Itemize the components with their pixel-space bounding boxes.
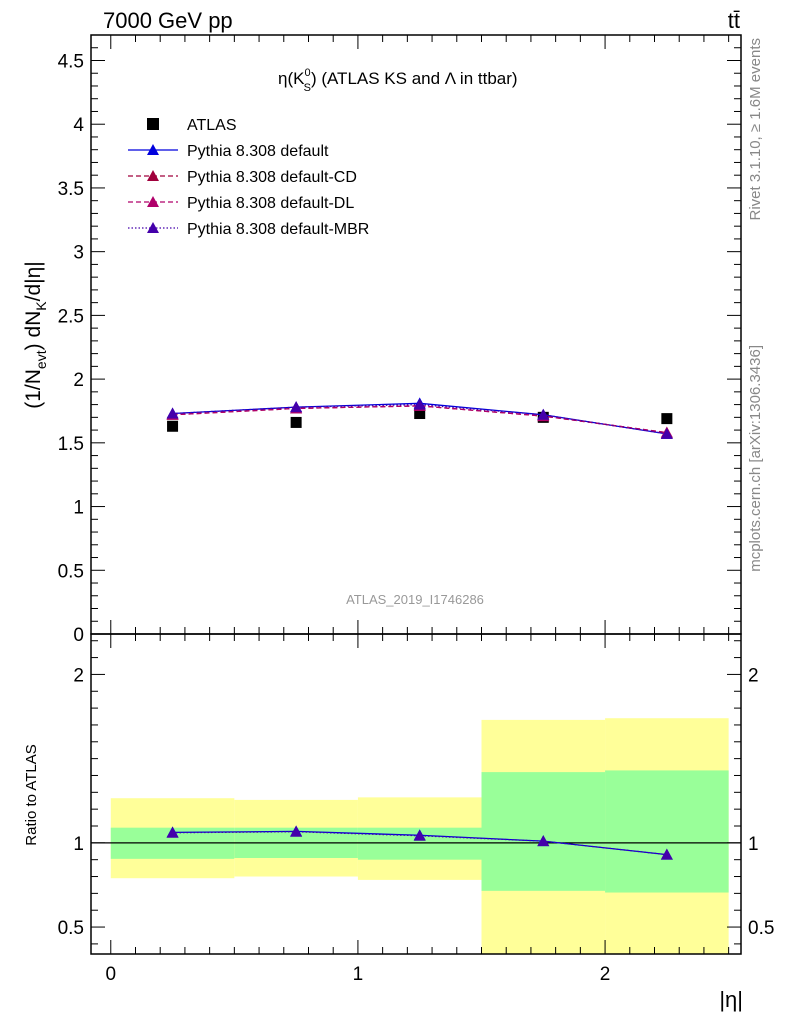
stat-uncertainty-band: [605, 770, 729, 893]
x-tick-label: 0: [105, 964, 116, 985]
process-label: tt̄: [728, 8, 740, 33]
ratio-y-tick-label: 2: [73, 665, 84, 686]
ratio-point-marker: [290, 825, 303, 837]
mc-point-marker: [413, 398, 426, 410]
mcplots-label: mcplots.cern.ch [arXiv:1306.3436]: [747, 345, 764, 572]
ratio-frame: [90, 633, 742, 955]
legend-marker-triangle: [147, 144, 159, 155]
axes: 0 0.5 1 1.5 2 2.5 3 3.5 4 4.5 0.5 0.5 1 1 2 2 0 1 2: [58, 34, 774, 985]
legend-marker-triangle: [147, 222, 159, 233]
x-axis-label: |η|: [719, 987, 743, 1012]
title-sub: S: [304, 82, 311, 94]
legend: ATLAS Pythia 8.308 default Pythia 8.308 de…: [128, 117, 369, 238]
mc-point-marker: [537, 408, 550, 420]
legend-marker-square: [147, 118, 159, 130]
y-tick-label: 0: [73, 625, 84, 646]
mc-point-marker: [166, 407, 179, 419]
y-tick-label: 3.5: [58, 179, 84, 200]
y-tick-label: 3: [73, 243, 84, 264]
legend-label: Pythia 8.308 default-DL: [187, 195, 354, 212]
legend-label: ATLAS: [187, 117, 237, 134]
ratio-y-tick-label: 1: [73, 834, 84, 855]
y-tick-label: 4: [73, 115, 84, 136]
y-tick-label: 1: [73, 498, 84, 519]
ratio-y-tick-label-right: 1: [748, 834, 759, 855]
rivet-label: Rivet 3.1.10, ≥ 1.6M events: [747, 38, 764, 221]
y-tick-label: 2: [73, 370, 84, 391]
x-tick-label: 2: [600, 964, 611, 985]
data-point-marker: [414, 408, 426, 420]
mc-point-marker: [660, 427, 673, 439]
title-eta: η(K: [278, 69, 305, 88]
mc-series-line: [172, 403, 667, 435]
data-point-marker: [661, 413, 673, 425]
x-tick-label: 1: [353, 964, 364, 985]
y-tick-label: 0.5: [58, 561, 84, 582]
legend-marker-triangle: [147, 170, 159, 181]
ratio-y-tick-label-right: 2: [748, 665, 759, 686]
analysis-label: ATLAS_2019_I1746286: [346, 592, 484, 607]
energy-label: 7000 GeV pp: [103, 8, 233, 33]
ratio-point-marker: [537, 835, 550, 847]
y-tick-label: 2.5: [58, 306, 84, 327]
legend-label: Pythia 8.308 default: [187, 143, 329, 160]
main-ylabel: (1/Nevt) dNK/d|η|: [22, 261, 49, 409]
legend-marker-triangle: [147, 196, 159, 207]
y-tick-label: 4.5: [58, 51, 84, 72]
data-point-marker: [167, 420, 179, 432]
ratio-ylabel: Ratio to ATLAS: [23, 744, 40, 845]
ratio-point-marker: [413, 829, 426, 841]
ratio-series: [166, 825, 673, 860]
mc-point-marker: [290, 401, 303, 413]
legend-label: Pythia 8.308 default-MBR: [187, 221, 369, 238]
ratio-y-tick-label-right: 0.5: [748, 918, 774, 939]
stat-uncertainty-band: [481, 772, 606, 891]
ratio-point-marker: [166, 826, 179, 838]
ratio-point-marker: [660, 848, 673, 860]
y-tick-label: 1.5: [58, 434, 84, 455]
legend-label: Pythia 8.308 default-CD: [187, 169, 357, 186]
ratio-y-tick-label: 0.5: [58, 918, 84, 939]
data-point-marker: [290, 416, 302, 428]
main-series: [166, 397, 673, 439]
title-rest: ) (ATLAS KS and Λ in ttbar): [311, 69, 518, 88]
chart-title: η(K0 S) (ATLAS KS and Λ in ttbar): [278, 67, 518, 94]
title-sup: 0: [304, 67, 310, 79]
